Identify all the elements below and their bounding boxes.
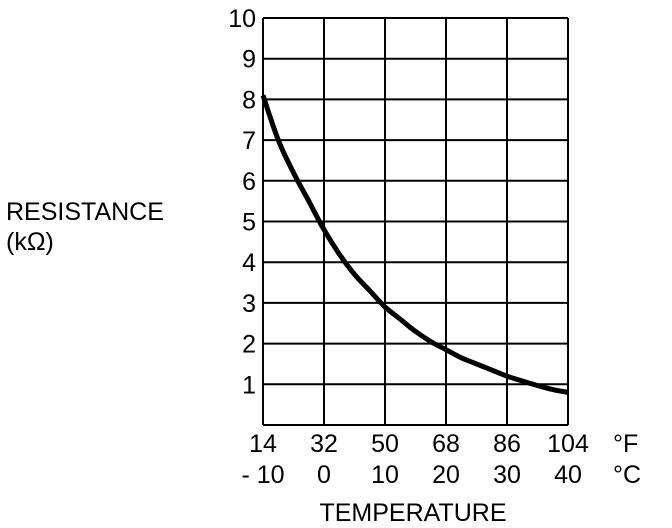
x-tick-label-celsius: - 10 bbox=[241, 461, 284, 489]
resistance-curve bbox=[260, 94, 569, 395]
x-tick-labels: 14 - 10 32 0 50 10 68 20 86 30 104 40 bbox=[241, 430, 588, 489]
x-axis-label: TEMPERATURE bbox=[319, 499, 506, 527]
x-tick-label-fahrenheit: 50 bbox=[371, 430, 399, 458]
x-tick-label-celsius: 10 bbox=[371, 461, 399, 489]
chart-grid bbox=[262, 17, 569, 426]
x-tick-label-celsius: 30 bbox=[493, 461, 521, 489]
x-tick-label-fahrenheit: 86 bbox=[493, 430, 521, 458]
x-tick-label-fahrenheit: 14 bbox=[249, 430, 277, 458]
y-axis-label: RESISTANCE (kΩ) bbox=[6, 197, 164, 257]
y-axis-label-line-2: (kΩ) bbox=[6, 228, 54, 256]
y-tick-label: 10 bbox=[228, 5, 256, 33]
y-tick-label: 2 bbox=[242, 331, 256, 359]
x-tick-label-fahrenheit: 32 bbox=[310, 430, 338, 458]
x-tick-label-fahrenheit: 104 bbox=[547, 430, 589, 458]
y-tick-labels: 1 2 3 4 5 6 7 8 9 10 bbox=[228, 5, 256, 399]
x-unit-fahrenheit: °F bbox=[613, 430, 638, 458]
x-tick-label-celsius: 20 bbox=[432, 461, 460, 489]
x-unit-celsius: °C bbox=[613, 461, 641, 489]
y-tick-label: 8 bbox=[242, 86, 256, 114]
y-tick-label: 3 bbox=[242, 290, 256, 318]
y-tick-label: 9 bbox=[242, 46, 256, 74]
y-tick-label: 5 bbox=[242, 209, 256, 237]
x-tick-label-fahrenheit: 68 bbox=[432, 430, 460, 458]
y-tick-label: 4 bbox=[242, 249, 256, 277]
y-tick-label: 7 bbox=[242, 127, 256, 155]
y-axis-label-line-1: RESISTANCE bbox=[6, 198, 164, 226]
y-tick-label: 6 bbox=[242, 168, 256, 196]
x-tick-label-celsius: 40 bbox=[554, 461, 582, 489]
y-tick-label: 1 bbox=[242, 371, 256, 399]
x-tick-label-celsius: 0 bbox=[317, 461, 331, 489]
